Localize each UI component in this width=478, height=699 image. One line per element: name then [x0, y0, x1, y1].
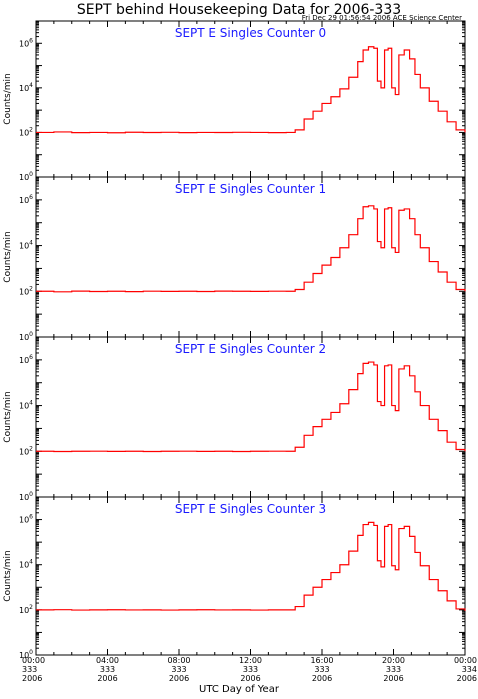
panel-title: SEPT E Singles Counter 2 [175, 342, 326, 356]
x-tick-label: 16:00 [310, 656, 333, 665]
y-tick-label: 104 [19, 559, 33, 570]
y-tick-label: 106 [19, 37, 33, 48]
x-tick-label: 333 [243, 665, 258, 674]
x-tick-label: 08:00 [167, 656, 190, 665]
panel-frame [35, 20, 466, 178]
x-tick-label: 04:00 [96, 656, 119, 665]
y-tick-label: 100 [19, 491, 33, 502]
x-tick-label: 20:00 [382, 656, 405, 665]
panel-title: SEPT E Singles Counter 0 [175, 26, 326, 40]
panel-3: 100 102 104 106 Counts/min SEPT E Singles Cou… [3, 496, 466, 660]
x-tick-label: 2006 [22, 674, 42, 683]
y-axis-label: Counts/min [3, 391, 13, 442]
panel-1: 100 102 104 106 Counts/min SEPT E Singles Cou… [3, 176, 466, 342]
x-tick-label: 2006 [383, 674, 403, 683]
y-tick-label: 104 [19, 82, 33, 93]
panel-2: 100 102 104 106 Counts/min SEPT E Singles Cou… [3, 336, 466, 502]
y-tick-label: 100 [19, 331, 33, 342]
y-tick-label: 106 [19, 354, 33, 365]
x-tick-label: 12:00 [239, 656, 262, 665]
y-tick-label: 104 [19, 240, 33, 251]
panel-title: SEPT E Singles Counter 1 [175, 182, 326, 196]
x-axis-title: UTC Day of Year [199, 684, 279, 695]
panel-frame [35, 336, 466, 498]
panel-frame [35, 176, 466, 338]
panel-title: SEPT E Singles Counter 3 [175, 502, 326, 516]
x-tick-label: 2006 [240, 674, 260, 683]
x-tick-label: 2006 [97, 674, 117, 683]
x-tick-label: 334 [462, 665, 477, 674]
x-tick-label: 2006 [457, 674, 477, 683]
x-tick-label: 333 [100, 665, 115, 674]
y-axis-label: Counts/min [3, 550, 13, 601]
x-tick-label: 00:00 [22, 656, 45, 665]
y-tick-label: 100 [19, 171, 33, 182]
trace-line [36, 46, 466, 134]
y-tick-label: 106 [19, 514, 33, 525]
page-title: SEPT behind Housekeeping Data for 2006-3… [76, 2, 402, 18]
y-tick-label: 102 [19, 126, 33, 137]
y-tick-label: 100 [19, 649, 33, 660]
x-tick-label: 2006 [169, 674, 189, 683]
x-tick-label: 2006 [312, 674, 332, 683]
x-tick-label: 00:00 [454, 656, 477, 665]
y-tick-label: 102 [19, 604, 33, 615]
y-tick-label: 102 [19, 285, 33, 296]
x-tick-label: 333 [22, 665, 37, 674]
panel-frame [35, 496, 466, 656]
panel-0: 100 102 104 106 Counts/min SEPT E Singles Cou… [3, 20, 466, 182]
x-tick-label: 333 [171, 665, 186, 674]
y-axis-label: Counts/min [3, 231, 13, 282]
trace-line [36, 205, 466, 293]
x-tick-label: 333 [314, 665, 329, 674]
x-tick-label: 333 [386, 665, 401, 674]
y-tick-label: 106 [19, 194, 33, 205]
y-axis-label: Counts/min [3, 73, 13, 124]
trace-line [36, 361, 466, 453]
timestamp: Fri Dec 29 01:56:54 2006 ACE Science Cen… [301, 14, 462, 22]
y-tick-label: 102 [19, 445, 33, 456]
trace-line [36, 521, 466, 611]
y-tick-label: 104 [19, 400, 33, 411]
